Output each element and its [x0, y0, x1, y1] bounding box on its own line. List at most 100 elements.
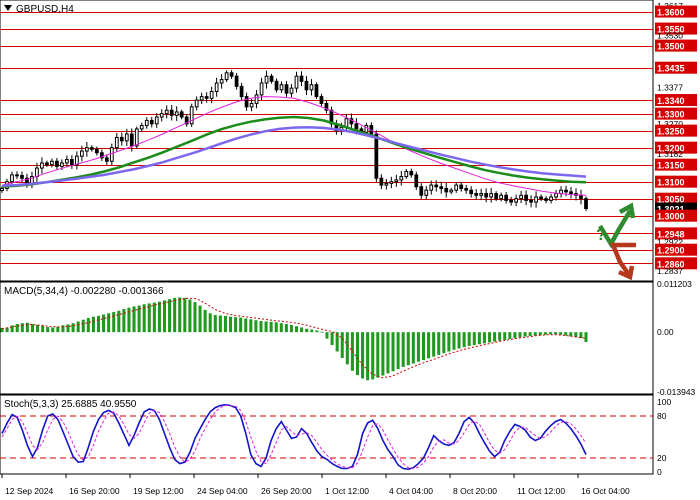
macd-bar [416, 332, 420, 362]
candle [45, 160, 49, 168]
macd-bar [320, 331, 324, 333]
candle [119, 132, 124, 146]
candle-down [469, 189, 474, 195]
price-panel-frame [0, 0, 654, 282]
candle-down [269, 75, 274, 82]
candle [524, 190, 528, 206]
stoch-axis-label: 0 [657, 467, 662, 477]
candle-down [184, 116, 189, 125]
candle-up [289, 87, 294, 94]
price-label: 1.2837 [657, 266, 683, 276]
candle-up [159, 113, 164, 118]
macd-bar [366, 332, 370, 381]
macd-bar [198, 305, 202, 333]
candle-up [479, 193, 484, 196]
candle-down [239, 85, 244, 98]
macd-axis: 0.011203 0.00 -0.013943 [657, 279, 696, 397]
candle [499, 192, 504, 202]
macd-bar [254, 320, 258, 333]
macd-bar [315, 330, 319, 333]
candle-down [474, 193, 479, 196]
candle-up [389, 181, 394, 184]
price-label: 1.2948 [657, 229, 685, 239]
time-label: 19 Sep 12:00 [133, 486, 184, 496]
candle-up [554, 193, 558, 198]
macd-bar [411, 332, 415, 364]
candle [214, 77, 219, 97]
macd-bar [457, 332, 461, 349]
candle [289, 84, 294, 98]
macd-bar [401, 332, 405, 367]
candle [159, 109, 164, 122]
candle-down [324, 102, 329, 111]
candle [264, 70, 269, 89]
macd-bar [284, 324, 288, 333]
price-label: 1.3500 [657, 42, 685, 52]
time-label: 12 Sep 2024 [5, 486, 53, 496]
macd-bar [554, 332, 558, 335]
candle-up [154, 116, 159, 125]
macd-bar [381, 332, 385, 376]
candle [534, 191, 538, 208]
arrow-down-head-icon [618, 265, 635, 281]
macd-bar [142, 304, 146, 333]
macd-bar [264, 321, 268, 333]
level-price-tag [655, 227, 697, 240]
candle-up [79, 150, 84, 157]
macd-bar [168, 299, 172, 333]
candle [569, 187, 573, 199]
macd-bar [452, 332, 456, 350]
candle-up [194, 99, 199, 108]
candle-down [45, 162, 49, 166]
candle [189, 103, 194, 128]
macd-bar [340, 332, 344, 358]
macd-bar [498, 332, 502, 341]
candle [539, 194, 543, 202]
price-label: 1.3340 [657, 96, 685, 106]
candle [444, 182, 449, 198]
candle [519, 190, 523, 204]
candle-down [20, 175, 24, 179]
level-price-tag [655, 243, 697, 256]
candle-down [244, 96, 249, 108]
candle [144, 117, 149, 129]
candle-down [319, 96, 324, 104]
candle-down [569, 191, 573, 195]
price-label: 1.3150 [657, 161, 685, 171]
macd-bar [493, 332, 497, 342]
candle [299, 71, 304, 87]
level-price-tag [655, 94, 697, 107]
candle [434, 180, 439, 192]
moving-average-line [1, 125, 587, 187]
level-price-tag [655, 257, 697, 270]
price-label: 1.2922 [657, 237, 683, 247]
macd-bar [157, 301, 161, 333]
candle-down [284, 84, 289, 94]
macd-bar [239, 317, 243, 333]
macd-bar [30, 324, 34, 333]
macd-bar [432, 332, 436, 357]
candle [114, 133, 119, 153]
candle-up [189, 106, 194, 125]
candle-down [529, 199, 533, 203]
question-mark-icon: ? [596, 225, 606, 244]
price-label: 1.3600 [657, 8, 685, 18]
time-label: 16 Sep 20:00 [69, 486, 120, 496]
candle [494, 191, 499, 202]
macd-title: MACD(5,34,4) -0.002280 -0.001366 [4, 286, 164, 297]
candle-down [584, 198, 588, 210]
candle [394, 174, 399, 187]
macd-signal-line [1, 297, 587, 379]
candle-down [484, 193, 489, 198]
candle [439, 181, 444, 194]
candle-up [384, 182, 389, 186]
candle-down [299, 75, 304, 82]
candle-down [414, 174, 419, 188]
macd-bar [421, 332, 426, 361]
candle [239, 82, 244, 101]
candle-up [219, 79, 224, 84]
macd-bar [376, 332, 380, 378]
macd-bar [355, 332, 360, 376]
candle-up [10, 174, 14, 183]
macd-bar [330, 332, 334, 346]
